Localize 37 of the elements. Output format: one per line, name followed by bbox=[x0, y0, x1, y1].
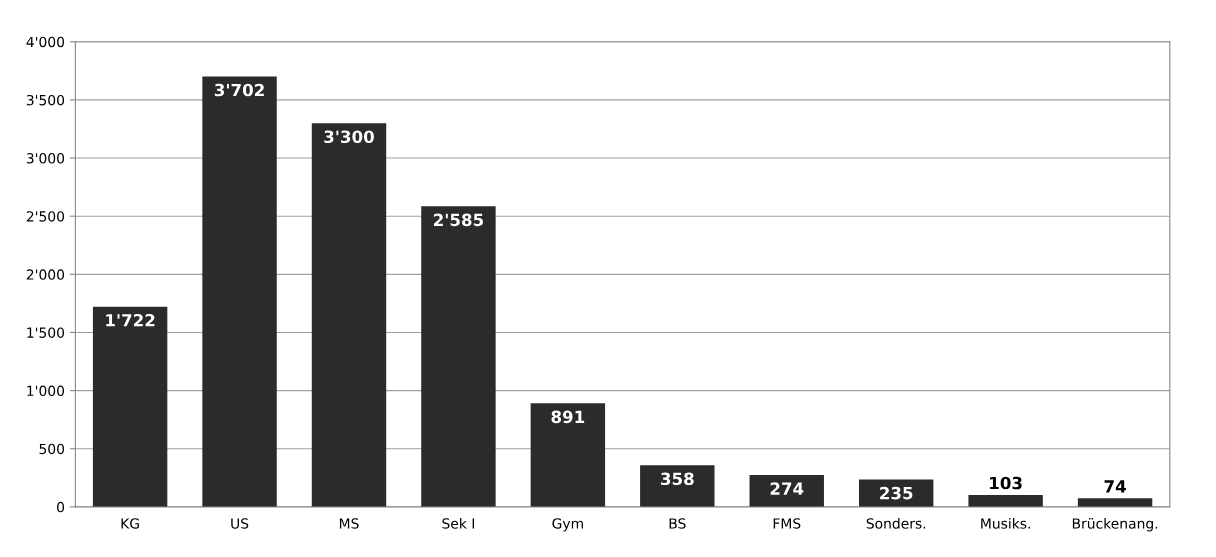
data-label: 3'300 bbox=[324, 130, 374, 144]
bar bbox=[421, 206, 496, 507]
bar bbox=[92, 306, 168, 507]
data-label: 891 bbox=[551, 410, 585, 424]
x-tick-label: Gym bbox=[552, 518, 583, 532]
x-tick-label: MS bbox=[339, 518, 359, 529]
x-tick-label: Brückenang. bbox=[1072, 517, 1158, 532]
bar bbox=[640, 465, 715, 507]
data-label: 74 bbox=[1104, 480, 1126, 493]
y-tick-label: 500 bbox=[39, 443, 65, 455]
data-label: 2'585 bbox=[434, 213, 484, 227]
x-tick-label: Sek I bbox=[442, 517, 475, 529]
y-tick-label: 1'500 bbox=[27, 327, 65, 338]
data-label: 358 bbox=[661, 472, 694, 486]
x-tick-label: US bbox=[231, 518, 249, 529]
data-label: 3'702 bbox=[214, 83, 264, 97]
x-tick-label: KG bbox=[121, 518, 139, 529]
y-tick-label: 0 bbox=[57, 501, 65, 513]
data-label: 274 bbox=[770, 482, 804, 495]
bar bbox=[311, 123, 387, 507]
y-tick-label: 2'500 bbox=[26, 211, 65, 222]
y-tick-label: 3'000 bbox=[26, 153, 65, 164]
y-tick-label: 3'500 bbox=[26, 94, 65, 106]
data-label: 1'722 bbox=[106, 313, 155, 327]
x-tick-label: Musiks. bbox=[981, 517, 1030, 529]
y-tick-label: 1'000 bbox=[27, 385, 65, 397]
bar bbox=[202, 76, 277, 507]
bar bbox=[968, 494, 1043, 507]
bar bbox=[530, 403, 606, 507]
y-tick-label: 2'000 bbox=[26, 269, 65, 280]
data-label: 235 bbox=[880, 486, 913, 500]
x-tick-label: BS bbox=[669, 518, 686, 529]
x-tick-label: Sonders. bbox=[866, 517, 926, 529]
data-label: 103 bbox=[990, 476, 1022, 490]
y-tick-label: 4'000 bbox=[26, 36, 65, 48]
bar bbox=[1077, 498, 1153, 507]
x-tick-label: FMS bbox=[773, 518, 801, 529]
